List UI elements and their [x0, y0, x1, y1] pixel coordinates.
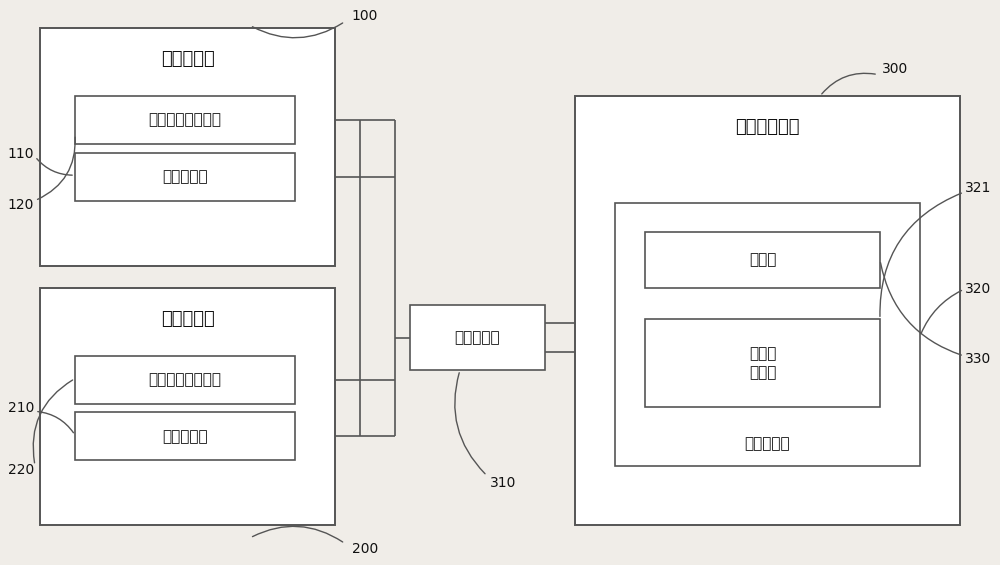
Text: 支撑体模型: 支撑体模型 — [161, 310, 214, 328]
Text: 智能监测平台: 智能监测平台 — [735, 118, 800, 136]
Text: 310: 310 — [490, 476, 516, 490]
Bar — [40, 288, 335, 525]
Text: 120: 120 — [8, 198, 34, 211]
Text: 320: 320 — [965, 282, 991, 296]
Text: 300: 300 — [882, 62, 908, 76]
Bar — [40, 28, 335, 266]
Text: 数据接收器: 数据接收器 — [455, 330, 500, 345]
Text: 第一混凝土应变计: 第一混凝土应变计 — [148, 112, 222, 128]
Text: 数据处理器: 数据处理器 — [745, 436, 790, 451]
Bar — [75, 356, 295, 404]
Bar — [75, 96, 295, 144]
Text: 210: 210 — [8, 401, 34, 415]
Text: 图形输
出模块: 图形输 出模块 — [749, 346, 776, 380]
Bar — [75, 412, 295, 460]
Bar — [645, 232, 880, 288]
Text: 第二混凝土应变计: 第二混凝土应变计 — [148, 372, 222, 388]
Text: 基坑支撑体: 基坑支撑体 — [161, 50, 214, 68]
Bar — [575, 96, 960, 525]
Text: 显示器: 显示器 — [749, 253, 776, 267]
Text: 第二钢筋计: 第二钢筋计 — [162, 429, 208, 444]
Text: 第一钢筋计: 第一钢筋计 — [162, 169, 208, 184]
Text: 321: 321 — [965, 181, 991, 194]
Bar — [410, 305, 545, 370]
Bar — [645, 319, 880, 407]
Text: 100: 100 — [352, 9, 378, 23]
Text: 220: 220 — [8, 463, 34, 477]
Text: 200: 200 — [352, 542, 378, 556]
Bar — [615, 203, 920, 466]
Text: 330: 330 — [965, 352, 991, 366]
Bar — [75, 153, 295, 201]
Text: 110: 110 — [8, 147, 34, 160]
